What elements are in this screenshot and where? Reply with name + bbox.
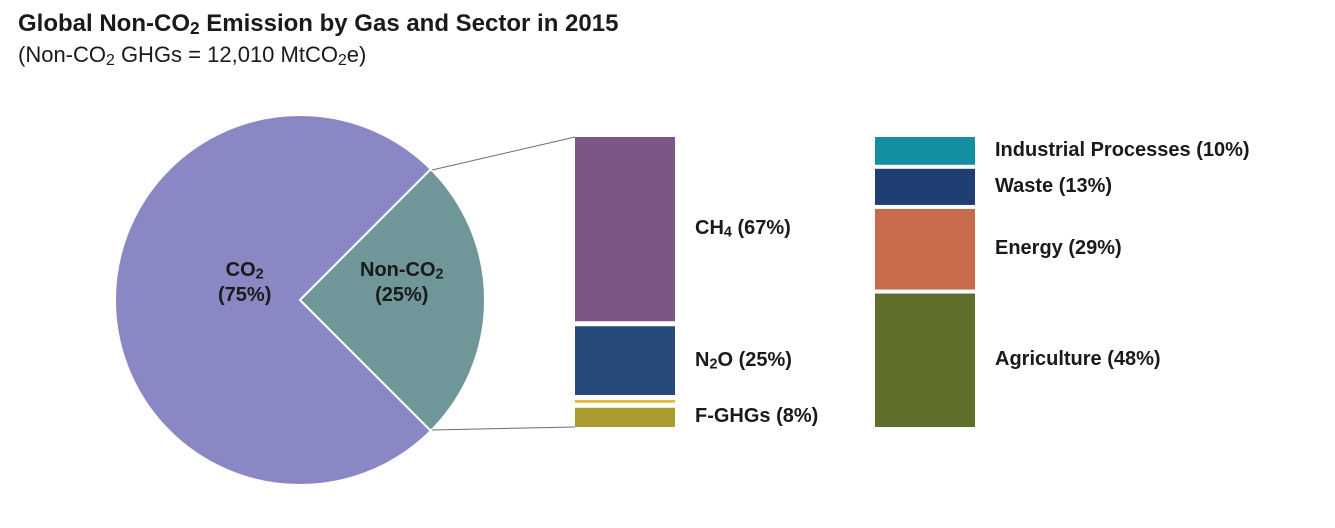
connector-line-0 — [432, 137, 575, 170]
sector-bar-segment-energy — [875, 209, 975, 290]
sector-bar-label-industrial: Industrial Processes (10%) — [995, 139, 1250, 162]
sector-bar-label-waste: Waste (13%) — [995, 175, 1112, 198]
connector-line-1 — [432, 427, 575, 430]
sector-bar-segment-waste — [875, 169, 975, 205]
chart-svg — [0, 0, 1335, 528]
gas-bar-segment-fghg-divider — [575, 400, 675, 403]
gas-bar-segment-fghg — [575, 408, 675, 427]
gas-bar-label-ch4: CH4 (67%) — [695, 217, 791, 240]
sector-bar-segment-industrial — [875, 137, 975, 165]
gas-bar-label-n2o: N2O (25%) — [695, 349, 792, 372]
gas-bar-segment-n2o — [575, 326, 675, 395]
sector-bar-segment-agriculture — [875, 294, 975, 427]
gas-bar-label-fghg: F-GHGs (8%) — [695, 405, 818, 428]
sector-bar-label-energy: Energy (29%) — [995, 237, 1122, 260]
pie-label-nonco2: Non-CO2(25%) — [360, 258, 444, 308]
gas-bar-segment-ch4 — [575, 137, 675, 321]
sector-bar-label-agriculture: Agriculture (48%) — [995, 348, 1161, 371]
pie-label-co2: CO2(75%) — [218, 258, 271, 308]
chart-root: Global Non-CO2 Emission by Gas and Secto… — [0, 0, 1335, 528]
